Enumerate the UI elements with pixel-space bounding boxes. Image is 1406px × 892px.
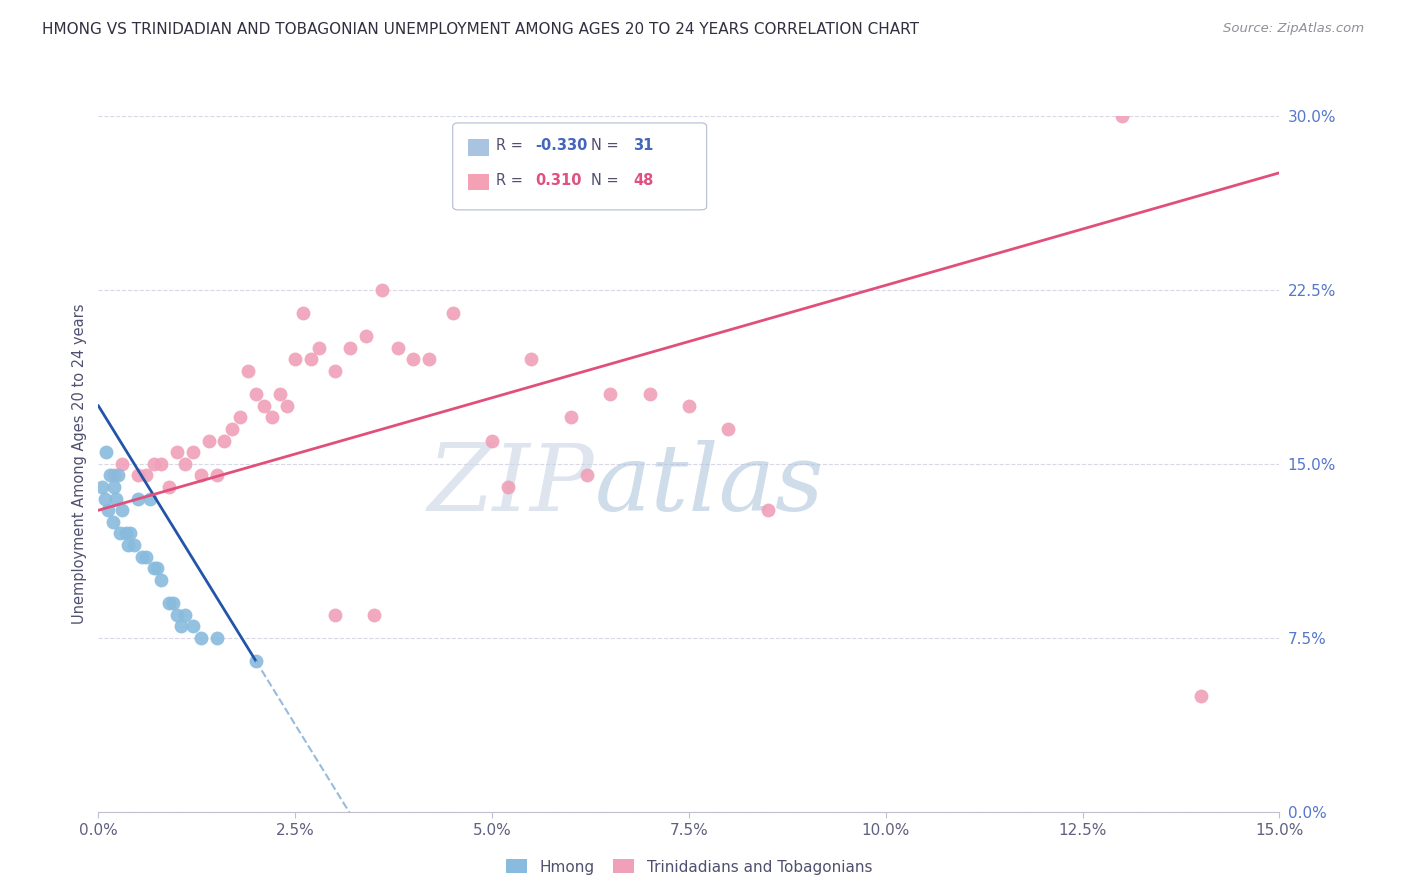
Point (190, 468, 212, 483)
Point (103, 468, 125, 483)
Point (354, 329, 377, 343)
Point (104, 491, 127, 506)
Point (678, 399, 700, 413)
Point (1189, 689, 1212, 703)
Point (110, 526, 132, 541)
Point (91, 480, 114, 494)
Text: atlas: atlas (595, 440, 824, 530)
Point (131, 549, 153, 564)
Text: HMONG VS TRINIDADIAN AND TOBAGONIAN UNEMPLOYMENT AMONG AGES 20 TO 24 YEARS CORRE: HMONG VS TRINIDADIAN AND TOBAGONIAN UNEM… (42, 22, 920, 37)
Point (103, 480, 125, 494)
Point (96, 445, 118, 459)
Point (107, 468, 129, 483)
Point (118, 526, 141, 541)
Point (599, 387, 621, 401)
Point (127, 491, 149, 506)
Legend: Hmong, Trinidadians and Tobagonians: Hmong, Trinidadians and Tobagonians (499, 854, 879, 880)
Point (111, 503, 134, 517)
Text: 0.310: 0.310 (536, 173, 582, 188)
Point (520, 352, 543, 367)
Point (402, 352, 425, 367)
Point (371, 283, 394, 297)
Point (115, 526, 138, 541)
Point (197, 434, 219, 448)
Point (205, 468, 228, 483)
Point (162, 596, 184, 610)
FancyBboxPatch shape (453, 123, 707, 210)
Point (269, 387, 291, 401)
Point (101, 515, 124, 529)
Point (323, 364, 346, 378)
Point (181, 619, 204, 633)
Point (339, 341, 361, 355)
Point (174, 457, 197, 471)
Point (111, 457, 134, 471)
Text: Source: ZipAtlas.com: Source: ZipAtlas.com (1223, 22, 1364, 36)
Point (260, 410, 283, 425)
Point (214, 434, 236, 448)
Point (245, 654, 267, 668)
Point (1111, 109, 1133, 123)
Point (138, 491, 160, 506)
Point (418, 352, 440, 367)
Point (441, 306, 464, 320)
Point (135, 549, 157, 564)
Point (363, 607, 385, 622)
Point (292, 306, 315, 320)
Point (229, 410, 252, 425)
Point (245, 387, 267, 401)
Point (166, 445, 188, 459)
Point (638, 387, 661, 401)
Point (150, 457, 173, 471)
Point (236, 364, 259, 378)
Point (142, 457, 165, 471)
Point (575, 468, 598, 483)
Point (98, 468, 121, 483)
Point (117, 538, 139, 552)
Point (93, 491, 115, 506)
Point (157, 596, 180, 610)
Point (127, 468, 149, 483)
Point (323, 607, 346, 622)
Y-axis label: Unemployment Among Ages 20 to 24 years: Unemployment Among Ages 20 to 24 years (72, 303, 87, 624)
Point (150, 573, 173, 587)
Point (157, 480, 180, 494)
Text: N =: N = (591, 138, 619, 153)
Text: 48: 48 (634, 173, 654, 188)
Point (122, 538, 145, 552)
Point (253, 399, 276, 413)
Point (560, 410, 582, 425)
Text: ZIP: ZIP (427, 440, 595, 530)
Point (308, 341, 330, 355)
Point (276, 399, 298, 413)
Point (146, 561, 169, 575)
Point (284, 352, 307, 367)
Point (481, 434, 503, 448)
Bar (468, 139, 489, 155)
Point (135, 468, 157, 483)
Point (205, 631, 228, 645)
Text: N =: N = (591, 173, 619, 188)
Point (174, 607, 197, 622)
Point (221, 422, 243, 436)
Point (756, 503, 779, 517)
Point (387, 341, 409, 355)
Bar (468, 174, 489, 190)
Text: 31: 31 (634, 138, 654, 153)
Point (717, 422, 740, 436)
Text: R =: R = (496, 138, 523, 153)
Text: -0.330: -0.330 (536, 138, 588, 153)
Point (170, 619, 193, 633)
Point (496, 480, 519, 494)
Point (299, 352, 322, 367)
Point (181, 445, 204, 459)
Point (190, 631, 212, 645)
Point (166, 607, 188, 622)
Point (97, 503, 120, 517)
Text: R =: R = (496, 173, 523, 188)
Point (142, 561, 165, 575)
